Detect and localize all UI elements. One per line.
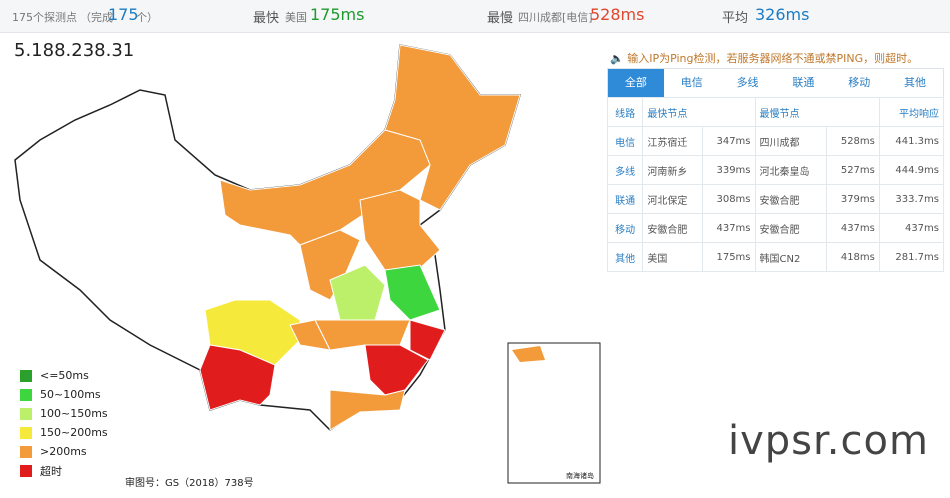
ip-address: 5.188.238.31 bbox=[14, 40, 135, 61]
table-row: 联通 河北保定 308ms 安徽合肥 379ms 333.7ms bbox=[606, 184, 945, 214]
legend-swatch bbox=[20, 464, 32, 477]
legend-swatch bbox=[20, 369, 32, 382]
legend-item: 100~150ms bbox=[20, 404, 108, 423]
inset-land bbox=[512, 346, 545, 362]
cell: 河南新乡 bbox=[642, 155, 704, 185]
province bbox=[329, 264, 386, 321]
cell: 379ms bbox=[826, 184, 880, 214]
column-header: 线路 bbox=[606, 97, 644, 127]
tab[interactable]: 移动 bbox=[848, 76, 871, 89]
slowest-location: 四川成都[电信] bbox=[518, 11, 593, 24]
province bbox=[384, 264, 441, 321]
line-type: 移动 bbox=[606, 213, 644, 243]
line-type: 联通 bbox=[606, 184, 644, 214]
line-type: 其他 bbox=[606, 242, 644, 272]
column-header: 最快节点 bbox=[642, 97, 756, 127]
cell: 308ms bbox=[702, 184, 756, 214]
cell: 347ms bbox=[702, 126, 756, 156]
line-type: 多线 bbox=[606, 155, 644, 185]
inset-box bbox=[507, 342, 601, 484]
legend-item: 150~200ms bbox=[20, 423, 108, 442]
province bbox=[329, 389, 406, 431]
cell: 444.9ms bbox=[878, 155, 945, 185]
legend-label: 超时 bbox=[40, 464, 62, 478]
inset-label: 南海诸岛 bbox=[566, 471, 594, 480]
tab[interactable]: 电信 bbox=[680, 76, 703, 89]
province bbox=[199, 344, 276, 411]
cell: 418ms bbox=[826, 242, 880, 272]
summary-bar: 175个探测点 （完成 175 个） 最快 美国 175ms 最慢 四川成都[电… bbox=[0, 0, 950, 33]
tab[interactable]: 全部 bbox=[608, 69, 664, 97]
cell: 安徽合肥 bbox=[754, 184, 828, 214]
province bbox=[409, 319, 446, 361]
cell: 339ms bbox=[702, 155, 756, 185]
provinces bbox=[199, 44, 521, 431]
legend-label: 50~100ms bbox=[40, 388, 101, 401]
cell: 528ms bbox=[826, 126, 880, 156]
notice-text: 输入IP为Ping检测，若服务器网络不通或禁PING，则超时。 bbox=[627, 52, 919, 65]
legend-label: <=50ms bbox=[40, 369, 89, 382]
done-suffix: 个） bbox=[136, 11, 158, 24]
cell: 河北秦皇岛 bbox=[754, 155, 828, 185]
table-row: 多线 河南新乡 339ms 河北秦皇岛 527ms 444.9ms bbox=[606, 155, 945, 185]
slowest-value: 528ms bbox=[590, 5, 645, 24]
cell: 437ms bbox=[878, 213, 945, 243]
table-header: 线路 最快节点 最慢节点 平均响应 bbox=[606, 97, 945, 127]
legend-swatch bbox=[20, 407, 32, 420]
cell: 安徽合肥 bbox=[642, 213, 704, 243]
tab[interactable]: 其他 bbox=[904, 76, 927, 89]
legend-swatch bbox=[20, 388, 32, 401]
tab[interactable]: 联通 bbox=[792, 76, 815, 89]
cell: 437ms bbox=[826, 213, 880, 243]
legend-swatch bbox=[20, 445, 32, 458]
average-value: 326ms bbox=[755, 5, 810, 24]
map: 南海诸岛 bbox=[14, 44, 601, 484]
legend-item: 50~100ms bbox=[20, 385, 108, 404]
legend-item: <=50ms bbox=[20, 366, 108, 385]
legend-label: >200ms bbox=[40, 445, 87, 458]
legend: <=50ms 50~100ms 100~150ms 150~200ms >200ms 超时 bbox=[20, 366, 108, 480]
legend-item: 超时 bbox=[20, 461, 108, 480]
map-approval: 审图号：GS（2018）738号 bbox=[125, 478, 254, 489]
cell: 江苏宿迁 bbox=[642, 126, 704, 156]
slowest-label: 最慢 bbox=[487, 11, 514, 26]
legend-label: 100~150ms bbox=[40, 407, 108, 420]
fastest-location: 美国 bbox=[285, 11, 307, 24]
cell: 527ms bbox=[826, 155, 880, 185]
legend-item: >200ms bbox=[20, 442, 108, 461]
notice: 🔈 输入IP为Ping检测，若服务器网络不通或禁PING，则超时。 bbox=[610, 52, 919, 65]
legend-label: 150~200ms bbox=[40, 426, 108, 439]
table-row: 电信 江苏宿迁 347ms 四川成都 528ms 441.3ms bbox=[606, 126, 945, 156]
table-row: 移动 安徽合肥 437ms 安徽合肥 437ms 437ms bbox=[606, 213, 945, 243]
cell: 437ms bbox=[702, 213, 756, 243]
cell: 美国 bbox=[642, 242, 704, 272]
tab[interactable]: 多线 bbox=[736, 76, 759, 89]
table-row: 其他 美国 175ms 韩国CN2 418ms 281.7ms bbox=[606, 242, 945, 272]
cell: 333.7ms bbox=[878, 184, 945, 214]
fastest-value: 175ms bbox=[310, 5, 365, 24]
cell: 281.7ms bbox=[878, 242, 945, 272]
column-header: 最慢节点 bbox=[754, 97, 880, 127]
cell: 韩国CN2 bbox=[754, 242, 828, 272]
legend-swatch bbox=[20, 426, 32, 439]
probe-count: 175个探测点 bbox=[12, 11, 77, 24]
cell: 四川成都 bbox=[754, 126, 828, 156]
province bbox=[359, 189, 441, 271]
cell: 441.3ms bbox=[878, 126, 945, 156]
watermark: ivpsr.com bbox=[728, 418, 929, 464]
tabs: 全部 电信 多线 联通 移动 其他 bbox=[607, 68, 944, 98]
done-prefix: （完成 bbox=[80, 11, 113, 24]
column-header: 平均响应 bbox=[878, 97, 945, 127]
done-count: 175 bbox=[108, 5, 139, 24]
average-label: 平均 bbox=[722, 11, 749, 26]
cell: 175ms bbox=[702, 242, 756, 272]
cell: 河北保定 bbox=[642, 184, 704, 214]
result-table: 线路 最快节点 最慢节点 平均响应 电信 江苏宿迁 347ms 四川成都 528ms 441.3m… bbox=[606, 97, 945, 272]
cell: 安徽合肥 bbox=[754, 213, 828, 243]
province bbox=[289, 319, 331, 351]
line-type: 电信 bbox=[606, 126, 644, 156]
fastest-label: 最快 bbox=[253, 11, 280, 26]
